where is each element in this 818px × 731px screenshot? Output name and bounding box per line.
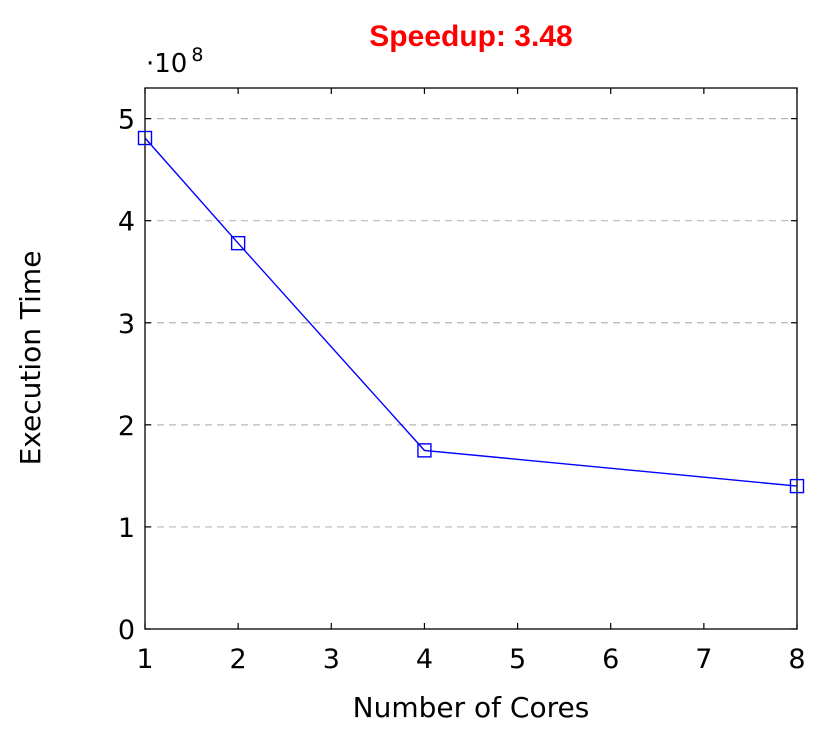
data-point-square (230, 235, 246, 251)
x-tick-label-6: 6 (602, 644, 619, 675)
data-point-square (789, 478, 805, 494)
series-line-0 (144, 137, 798, 487)
chart-title: Speedup: 3.48 (369, 20, 572, 53)
x-tick-label-4: 4 (416, 644, 433, 675)
plot-frame (144, 87, 798, 630)
x-tick-label-3: 3 (323, 644, 340, 675)
y-tick-label-0: 0 (118, 615, 135, 646)
x-tick-label-5: 5 (509, 644, 526, 675)
data-point-square (417, 443, 432, 458)
y-axis-scale-exponent: 8 (191, 44, 203, 66)
y-tick-label-4: 4 (118, 207, 135, 238)
x-tick-label-1: 1 (136, 644, 153, 675)
y-tick-label-3: 3 (118, 309, 135, 340)
x-axis-label: Number of Cores (353, 691, 590, 724)
x-tick-label-7: 7 (695, 644, 712, 675)
y-tick-label-2: 2 (118, 411, 135, 442)
y-axis-scale-factor: ·10 (146, 49, 187, 79)
data-point-square (137, 130, 153, 146)
y-tick-label-1: 1 (118, 513, 135, 544)
data-series (137, 130, 805, 494)
x-tick-label-8: 8 (788, 644, 805, 675)
gridlines (145, 118, 797, 528)
y-tick-label-5: 5 (118, 105, 135, 136)
y-axis-label: Execution Time (14, 251, 47, 466)
x-tick-label-2: 2 (230, 644, 247, 675)
y-axis-scale: ·10 8 (146, 44, 203, 79)
